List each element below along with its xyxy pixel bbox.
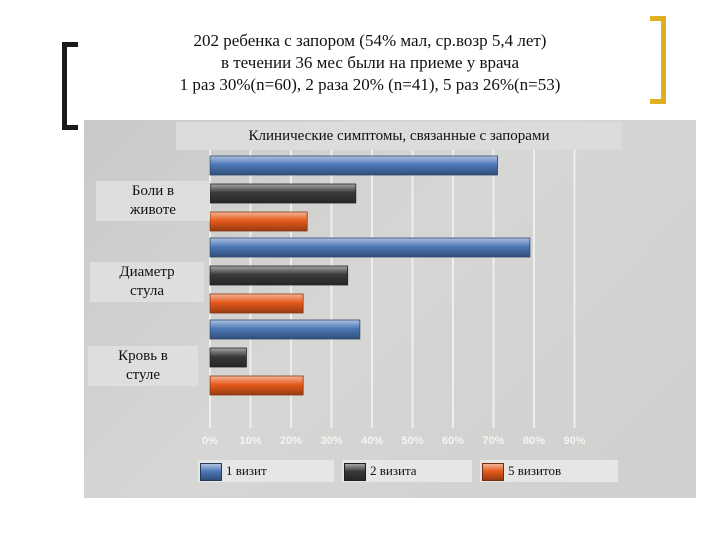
- bar-2-1: [209, 183, 357, 204]
- x-tick-label: 90%: [563, 435, 585, 447]
- x-tick-label: 20%: [280, 435, 302, 447]
- x-tick-label: 70%: [482, 435, 504, 447]
- bar-2-3: [209, 347, 247, 368]
- legend-item-series-2: 2 визита: [342, 460, 472, 482]
- category-label-line: Кровь в: [118, 348, 168, 364]
- legend-item-series-3: 5 визитов: [480, 460, 618, 482]
- legend-item-series-1: 1 визит: [198, 460, 334, 482]
- legend-label: 5 визитов: [508, 463, 562, 478]
- legend-swatch: [200, 463, 222, 481]
- bar-2-2: [209, 265, 349, 286]
- x-tick-label: 10%: [239, 435, 261, 447]
- category-label-line: Боли в: [131, 183, 175, 199]
- bar-3-1: [209, 211, 308, 232]
- category-label-line: Диаметр: [119, 264, 175, 280]
- slide-title-line-3: 1 раз 30%(n=60), 2 раза 20% (n=41), 5 ра…: [179, 75, 561, 94]
- left-bracket-decoration: [62, 42, 78, 130]
- bar-3-2: [209, 293, 304, 314]
- x-tick-label: 40%: [361, 435, 383, 447]
- category-label-blood-in-stool: Кровь в стуле: [88, 346, 198, 386]
- category-label-stool-diameter: Диаметр стула: [90, 262, 204, 302]
- slide-title-line-2: в течении 36 мес были на приеме у врача: [220, 53, 520, 72]
- legend-swatch: [344, 463, 366, 481]
- category-label-line: животе: [130, 202, 176, 218]
- bar-1-1: [209, 155, 498, 176]
- category-label-line: стула: [130, 283, 164, 299]
- legend-label: 2 визита: [370, 463, 417, 478]
- bar-3-3: [209, 375, 304, 396]
- x-tick-label: 30%: [320, 435, 342, 447]
- bar-1-3: [209, 319, 361, 340]
- chart-title: Клинические симптомы, связанные с запора…: [176, 122, 622, 150]
- slide-title: 202 ребенка с запором (54% мал, ср.возр …: [100, 30, 640, 96]
- category-label-line: стуле: [126, 367, 160, 383]
- legend-label: 1 визит: [226, 463, 267, 478]
- right-bracket-decoration: [650, 16, 666, 104]
- legend-swatch: [482, 463, 504, 481]
- x-tick-label: 0%: [202, 435, 218, 447]
- bar-1-2: [209, 237, 531, 258]
- x-tick-label: 60%: [442, 435, 464, 447]
- x-tick-label: 50%: [401, 435, 423, 447]
- category-label-abdominal-pain: Боли в животе: [96, 181, 210, 221]
- x-tick-label: 80%: [523, 435, 545, 447]
- slide-title-line-1: 202 ребенка с запором (54% мал, ср.возр …: [193, 31, 547, 50]
